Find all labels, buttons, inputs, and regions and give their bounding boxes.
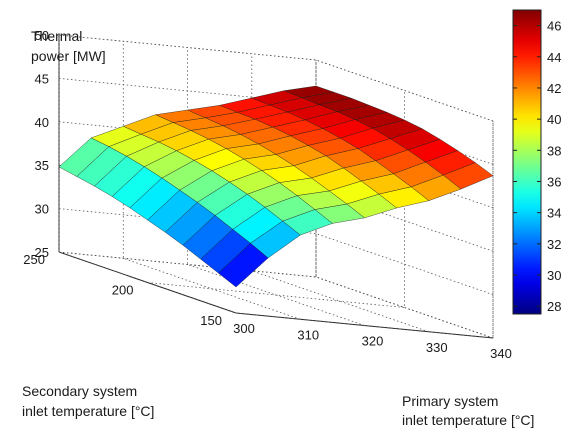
x-tick-label: 330 xyxy=(426,340,448,355)
y-tick-label: 250 xyxy=(23,252,45,267)
colorbar-gradient xyxy=(512,9,542,315)
y-axis-label: Secondary system inlet temperature [°C] xyxy=(22,383,154,419)
z-tick-label: 25 xyxy=(35,245,49,260)
x-tick-label: 310 xyxy=(297,327,319,342)
colorbar-tick-label: 42 xyxy=(547,81,561,96)
x-tick-label: 300 xyxy=(233,321,255,336)
y-tick-label: 150 xyxy=(200,313,222,328)
x-tick-label: 320 xyxy=(362,334,384,349)
y-tick-label: 200 xyxy=(112,283,134,298)
colorbar-tick-label: 28 xyxy=(547,299,561,314)
colorbar-tick-label: 36 xyxy=(547,174,561,189)
colorbar: 28 30 32 34 36 38 40 42 44 46 xyxy=(512,9,561,315)
x-tick-label: 340 xyxy=(490,346,512,361)
x-axis-label-line-2: inlet temperature [°C] xyxy=(402,412,534,428)
colorbar-tick-label: 46 xyxy=(547,19,561,34)
z-axis-label-line-2: power [MW] xyxy=(31,48,106,64)
z-tick-label: 35 xyxy=(35,158,49,173)
x-axis-label-line-1: Primary system xyxy=(402,393,498,409)
colorbar-tick-label: 32 xyxy=(547,237,561,252)
axis-labels: Thermal power [MW] Secondary system inle… xyxy=(22,28,534,428)
colorbar-tick-label: 30 xyxy=(547,268,561,283)
surface-cell xyxy=(58,137,110,177)
surface-mesh xyxy=(58,85,494,288)
z-axis-label: Thermal power [MW] xyxy=(31,28,106,64)
z-tick-label: 30 xyxy=(35,202,49,217)
y-axis-label-line-2: inlet temperature [°C] xyxy=(22,403,154,419)
colorbar-tick-label: 34 xyxy=(547,206,561,221)
z-tick-label: 50 xyxy=(35,28,49,43)
colorbar-tick-label: 38 xyxy=(547,143,561,158)
z-tick-label: 40 xyxy=(35,115,49,130)
z-tick-label: 45 xyxy=(35,71,49,86)
z-axis-label-line-1: Thermal xyxy=(31,28,82,44)
colorbar-tick-label: 44 xyxy=(547,50,561,65)
colorbar-tick-label: 40 xyxy=(547,112,561,127)
y-axis-label-line-1: Secondary system xyxy=(22,383,137,399)
x-axis-label: Primary system inlet temperature [°C] xyxy=(402,393,534,428)
